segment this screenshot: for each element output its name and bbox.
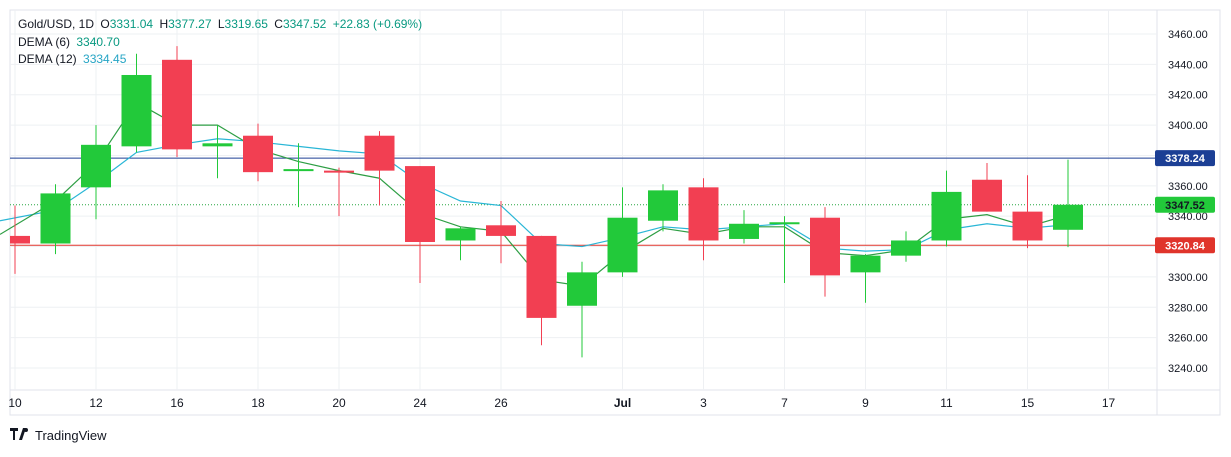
y-tick-label: 3260.00 <box>1168 333 1208 345</box>
legend-close-label: C <box>274 17 283 31</box>
legend-high-value: 3377.27 <box>168 17 212 31</box>
candle-body <box>891 240 921 256</box>
candle-body <box>162 59 192 150</box>
legend-close-value: 3347.52 <box>282 17 327 31</box>
candle-body <box>324 170 354 173</box>
legend-dema12-label: DEMA (12) <box>18 52 77 66</box>
x-tick-label: 10 <box>8 396 22 410</box>
legend-low-value: 3319.65 <box>224 17 268 31</box>
candle-body <box>729 223 759 239</box>
candle-body <box>769 222 800 225</box>
x-tick-label: 26 <box>494 396 508 410</box>
candle-body <box>1012 211 1043 241</box>
legend-change: +22.83 (+0.69%) <box>332 17 423 31</box>
price-tag-bg <box>1155 237 1215 254</box>
candle-body <box>972 179 1002 212</box>
candle-body <box>648 190 678 221</box>
x-tick-label: 12 <box>89 396 103 410</box>
candle-body <box>810 217 840 276</box>
legend-dema12[interactable]: DEMA (12) 3334.45 <box>18 52 129 66</box>
y-tick-label: 3340.00 <box>1168 211 1208 223</box>
candle-body <box>486 225 516 236</box>
x-tick-label: 9 <box>862 396 869 410</box>
price-tag-bg <box>1155 150 1215 167</box>
candle-body <box>81 144 111 188</box>
candle-body <box>931 191 962 241</box>
price-tag-label: 3347.52 <box>1165 200 1205 212</box>
x-tick-label: 11 <box>940 396 953 410</box>
x-tick-label: 20 <box>332 396 346 410</box>
candle-body <box>10 235 30 244</box>
y-tick-label: 3280.00 <box>1168 302 1208 314</box>
candle-body <box>1053 204 1083 230</box>
tradingview-brand[interactable]: TradingView <box>10 427 107 443</box>
legend-symbol[interactable]: Gold/USD, 1D <box>18 17 95 31</box>
y-tick-label: 3400.00 <box>1168 120 1208 132</box>
candle-body <box>607 217 638 273</box>
candle-body <box>445 228 476 241</box>
price-tag-label: 3320.84 <box>1165 240 1206 252</box>
x-tick-label: 7 <box>781 396 788 410</box>
candle-body <box>243 135 273 173</box>
legend-dema6[interactable]: DEMA (6) 3340.70 <box>18 35 123 49</box>
candle-body <box>40 193 71 244</box>
candle-body <box>688 187 719 241</box>
price-tag-bg <box>1155 196 1215 213</box>
legend-high-label: H <box>159 17 169 31</box>
candle-body <box>405 166 435 242</box>
legend-dema6-label: DEMA (6) <box>18 35 71 49</box>
candle-body <box>121 74 152 147</box>
legend-low-label: L <box>217 17 225 31</box>
x-tick-label: 15 <box>1021 396 1035 410</box>
y-tick-label: 3360.00 <box>1168 181 1208 193</box>
legend-open-label: O <box>100 17 110 31</box>
candle-body <box>283 169 314 172</box>
x-tick-label: 24 <box>413 396 427 410</box>
chart-border <box>9 9 1221 416</box>
legend-ohlc: Gold/USD, 1D O3331.04 H3377.27 L3319.65 … <box>18 17 425 31</box>
y-tick-label: 3300.00 <box>1168 272 1208 284</box>
legend-open-value: 3331.04 <box>109 17 154 31</box>
legend-dema12-value: 3334.45 <box>83 52 127 66</box>
price-tag-label: 3378.24 <box>1165 153 1206 165</box>
candle-body <box>567 272 597 306</box>
tradingview-logo-icon <box>10 427 30 443</box>
candle-body <box>202 143 233 147</box>
y-tick-label: 3440.00 <box>1168 59 1208 71</box>
y-tick-label: 3460.00 <box>1168 29 1208 41</box>
x-tick-label: 17 <box>1102 396 1116 410</box>
candle-body <box>364 135 395 171</box>
x-tick-label: 16 <box>170 396 184 410</box>
y-tick-label: 3240.00 <box>1168 363 1208 375</box>
x-tick-label: Jul <box>614 396 631 410</box>
x-tick-label: 3 <box>700 396 707 410</box>
y-tick-label: 3420.00 <box>1168 90 1208 102</box>
candle-body <box>526 235 557 318</box>
brand-name: TradingView <box>35 427 107 443</box>
x-tick-label: 18 <box>251 396 265 410</box>
legend-dema6-value: 3340.70 <box>76 35 120 49</box>
candle-body <box>850 255 881 273</box>
